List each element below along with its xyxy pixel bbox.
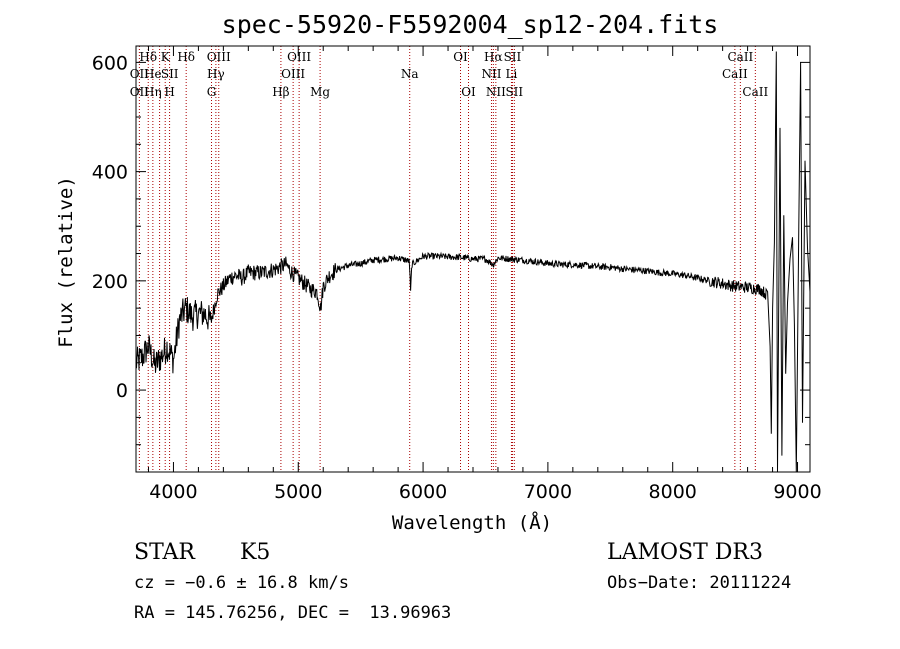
line-label: Hβ bbox=[272, 85, 289, 99]
line-label: SII bbox=[504, 50, 522, 64]
x-axis-label: Wavelength (Å) bbox=[392, 511, 552, 534]
line-label: Li bbox=[506, 67, 518, 81]
line-label: He bbox=[144, 67, 162, 81]
line-label: NII bbox=[486, 85, 506, 99]
y-axis-ticks: 0 200 400 600 bbox=[92, 52, 810, 446]
object-subclass: K5 bbox=[240, 540, 271, 565]
line-label: SII bbox=[161, 67, 179, 81]
line-label: G bbox=[207, 85, 217, 99]
line-label: Na bbox=[401, 67, 419, 81]
line-label: OIII bbox=[281, 67, 305, 81]
obs-date: Obs−Date: 20111224 bbox=[607, 573, 792, 593]
line-label: OII bbox=[130, 67, 150, 81]
spectrum-line bbox=[135, 51, 811, 473]
line-label: CaII bbox=[727, 50, 753, 64]
redshift-info: cz = −0.6 ± 16.8 km/s bbox=[134, 573, 349, 593]
line-label: CaII bbox=[742, 85, 768, 99]
coordinates: RA = 145.76256, DEC = 13.96963 bbox=[134, 603, 452, 623]
y-axis-label: Flux (relative) bbox=[55, 176, 77, 348]
x-tick-label: 4000 bbox=[149, 481, 197, 503]
line-label: CaII bbox=[722, 67, 748, 81]
line-label: Hα bbox=[484, 50, 503, 64]
y-tick-label: 0 bbox=[116, 380, 128, 402]
x-tick-label: 8000 bbox=[649, 481, 697, 503]
chart-title: spec-55920-F5592004_sp12-204.fits bbox=[222, 10, 719, 39]
line-label: OIII bbox=[287, 50, 311, 64]
y-tick-label: 400 bbox=[92, 162, 128, 184]
y-tick-label: 200 bbox=[92, 271, 128, 293]
x-tick-label: 5000 bbox=[274, 481, 322, 503]
survey-name: LAMOST DR3 bbox=[607, 540, 763, 565]
line-label: Hγ bbox=[207, 67, 225, 81]
line-label: SII bbox=[505, 85, 523, 99]
line-label: Mg bbox=[310, 85, 330, 99]
y-tick-label: 600 bbox=[92, 52, 128, 74]
line-label: OI bbox=[453, 50, 468, 64]
x-axis-ticks: 4000 5000 6000 7000 8000 9000 bbox=[147, 46, 822, 503]
line-label: H bbox=[164, 85, 174, 99]
line-label: OIII bbox=[207, 50, 231, 64]
line-label: OI bbox=[461, 85, 476, 99]
object-class: STAR bbox=[134, 540, 195, 565]
x-tick-label: 6000 bbox=[399, 481, 447, 503]
x-tick-label: 9000 bbox=[773, 481, 821, 503]
line-label: OII bbox=[130, 85, 150, 99]
line-label: Hδ bbox=[139, 50, 157, 64]
x-tick-label: 7000 bbox=[524, 481, 572, 503]
line-label: NII bbox=[481, 67, 501, 81]
line-label: Hδ bbox=[177, 50, 195, 64]
line-label: Hη bbox=[144, 85, 162, 99]
line-label: K bbox=[161, 50, 171, 64]
